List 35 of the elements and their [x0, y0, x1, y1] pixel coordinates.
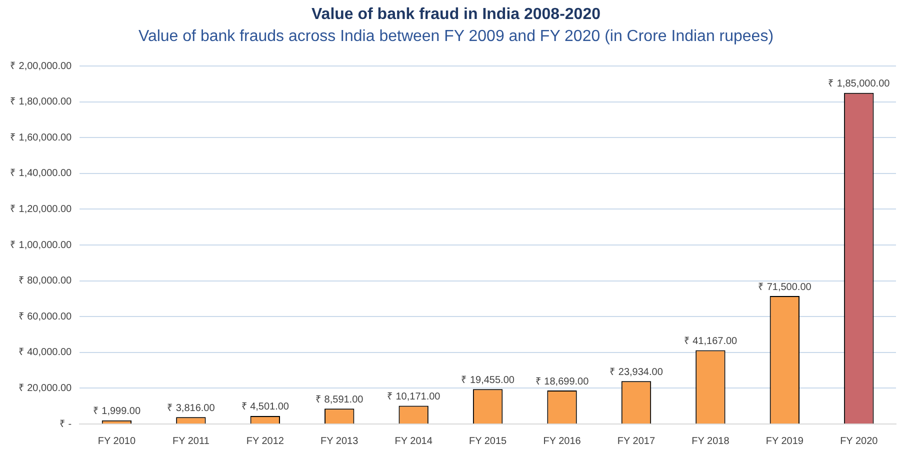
y-tick-label: ₹ 80,000.00: [18, 276, 72, 287]
data-label: ₹ 18,699.00: [535, 376, 590, 388]
x-tick-label: FY 2012: [246, 436, 284, 447]
x-tick-label: FY 2017: [617, 436, 656, 447]
y-tick-label: ₹ 1,00,000.00: [10, 240, 72, 251]
y-tick-label: ₹ -: [59, 418, 72, 430]
data-label: ₹ 1,85,000.00: [828, 78, 890, 90]
y-tick-label: ₹ 1,60,000.00: [10, 132, 72, 144]
x-tick-label: FY 2015: [468, 436, 508, 447]
data-label: ₹ 10,171.00: [386, 392, 441, 403]
x-tick-label: FY 2020: [840, 436, 878, 447]
data-label: ₹ 41,167.00: [684, 336, 738, 348]
x-tick-label: FY 2010: [98, 436, 136, 447]
data-label: ₹ 3,816.00: [167, 402, 216, 414]
x-tick-label: FY 2011: [172, 436, 210, 447]
y-tick-label: ₹ 60,000.00: [18, 311, 72, 322]
data-label: ₹ 19,455.00: [461, 374, 515, 386]
x-tick-label: FY 2014: [394, 436, 433, 447]
y-tick-label: ₹ 40,000.00: [18, 347, 72, 358]
y-tick-label: ₹ 1,80,000.00: [10, 96, 72, 108]
y-tick-label: ₹ 2,00,000.00: [10, 60, 72, 72]
x-tick-label: FY 2016: [543, 436, 582, 447]
x-tick-label: FY 2018: [692, 436, 730, 447]
chart-subtitle: Value of bank frauds across India between FY 2009 and FY 2020 (in Crore Indian rupees): [137, 28, 775, 46]
data-label: ₹ 8,591.00: [316, 394, 364, 406]
chart-title: Value of bank fraud in India 2008-2020: [310, 6, 602, 24]
data-label: ₹ 4,501.00: [241, 402, 290, 413]
y-tick-label: ₹ 1,20,000.00: [10, 204, 72, 215]
y-tick-label: ₹ 1,40,000.00: [10, 168, 72, 180]
x-tick-label: FY 2013: [320, 436, 359, 447]
data-label: ₹ 71,500.00: [758, 282, 812, 293]
y-tick-label: ₹ 20,000.00: [18, 382, 72, 394]
x-tick-label: FY 2019: [766, 436, 804, 447]
data-label: ₹ 1,999.00: [92, 406, 141, 418]
data-label: ₹ 23,934.00: [610, 366, 664, 378]
